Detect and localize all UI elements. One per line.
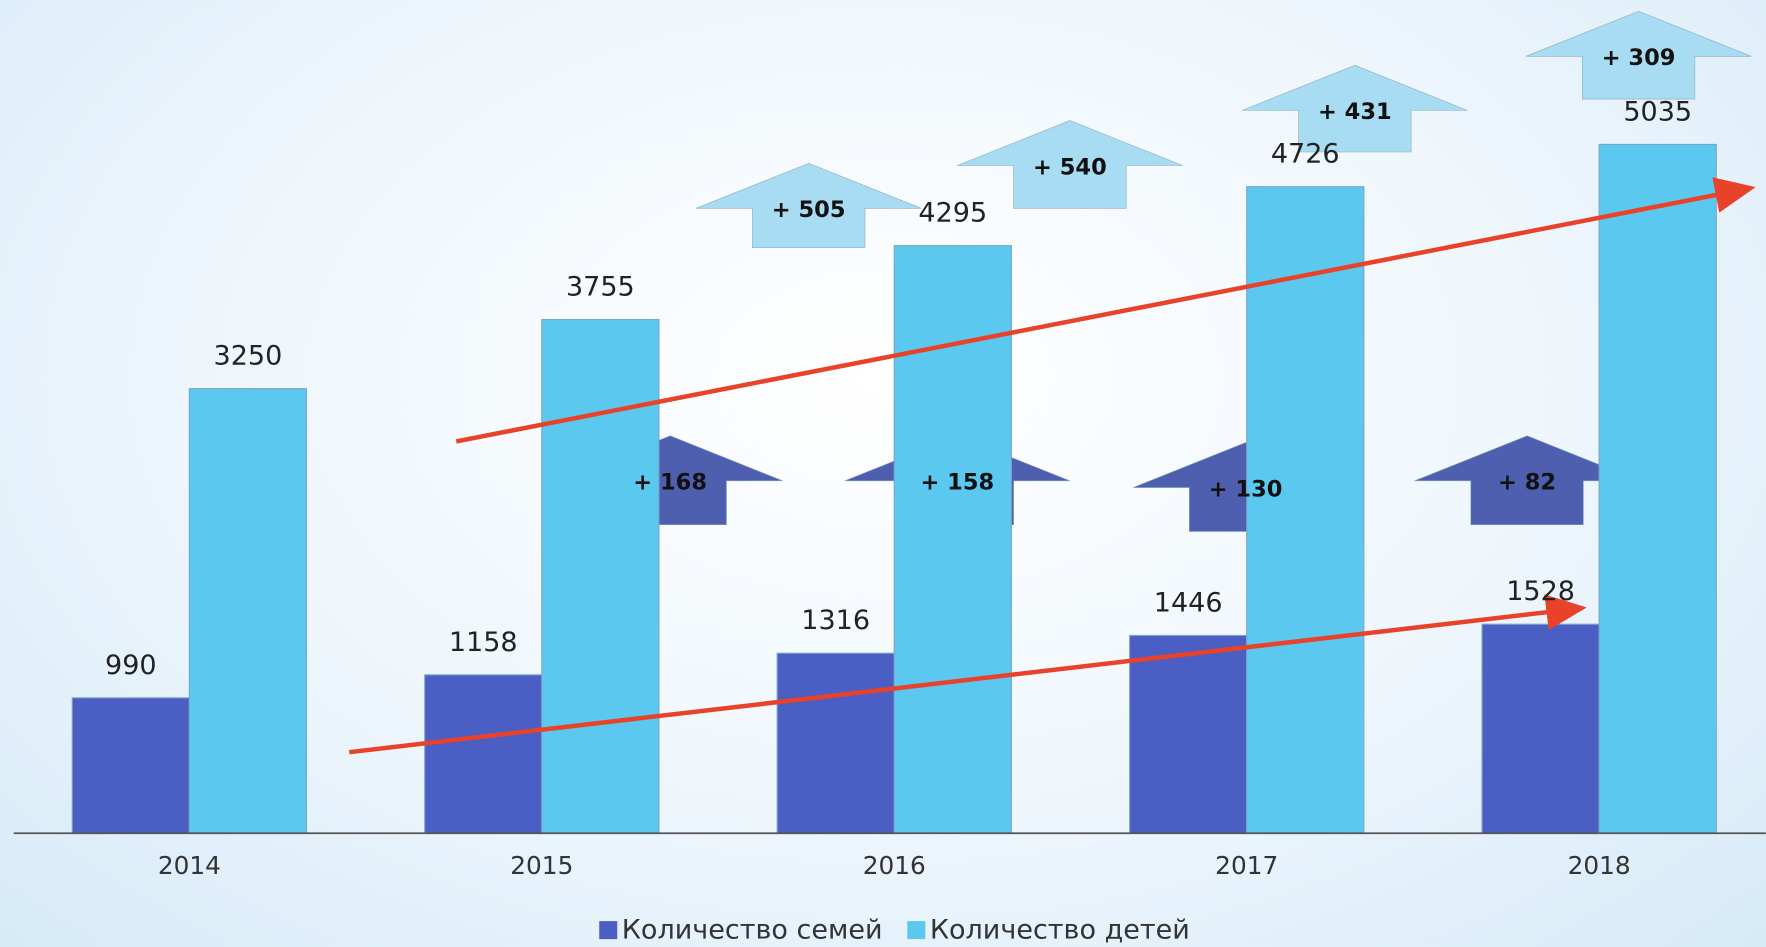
bar	[188, 388, 308, 834]
value-label: 3755	[566, 272, 635, 303]
annotation-label: + 168	[633, 470, 707, 496]
annotation-label: + 130	[1209, 476, 1283, 502]
trend-arrow	[348, 594, 1587, 755]
value-label: 4295	[918, 198, 987, 229]
annotation-arrow	[1242, 65, 1468, 153]
annotation-arrow	[957, 120, 1183, 209]
bar	[541, 318, 660, 834]
bar	[71, 697, 190, 834]
annotation-label: + 540	[1033, 154, 1107, 180]
bar	[1129, 634, 1248, 834]
bar	[776, 652, 895, 834]
bar	[893, 245, 1012, 834]
value-label: 990	[105, 650, 157, 681]
annotation-label: + 158	[920, 470, 994, 496]
annotation-label: + 431	[1318, 99, 1392, 125]
value-label: 3250	[214, 341, 283, 372]
legend-swatch	[599, 921, 618, 940]
x-tick-label: 2015	[510, 851, 573, 880]
value-label: 4726	[1271, 139, 1340, 170]
annotation-label: + 82	[1498, 470, 1556, 496]
bar	[1246, 186, 1365, 834]
annotation-label: + 309	[1602, 45, 1676, 71]
bars	[71, 143, 1717, 834]
bar	[1481, 623, 1600, 834]
x-tick-label: 2017	[1215, 851, 1278, 880]
trend-arrow	[455, 177, 1756, 444]
bar	[1598, 143, 1717, 834]
legend-swatch	[907, 921, 926, 940]
bar	[424, 674, 543, 834]
legend-label: Количество семей	[622, 915, 883, 946]
value-label: 1158	[449, 627, 518, 658]
value-label: 1528	[1506, 576, 1575, 607]
annotations	[557, 10, 1752, 532]
labels: 2014 990 3250 2015 1158 3755 2016 1316 4295 2017 1…	[105, 45, 1692, 946]
x-tick-label: 2014	[158, 851, 221, 880]
annotation-arrow	[1525, 10, 1752, 100]
annotation-arrow	[695, 162, 922, 249]
value-label: 5035	[1623, 96, 1692, 127]
legend-label: Количество детей	[930, 915, 1190, 946]
x-tick-label: 2018	[1568, 851, 1631, 880]
value-label: 1446	[1154, 587, 1223, 618]
value-label: 1316	[801, 605, 870, 636]
annotation-label: + 505	[772, 197, 846, 223]
x-tick-label: 2016	[863, 851, 926, 880]
